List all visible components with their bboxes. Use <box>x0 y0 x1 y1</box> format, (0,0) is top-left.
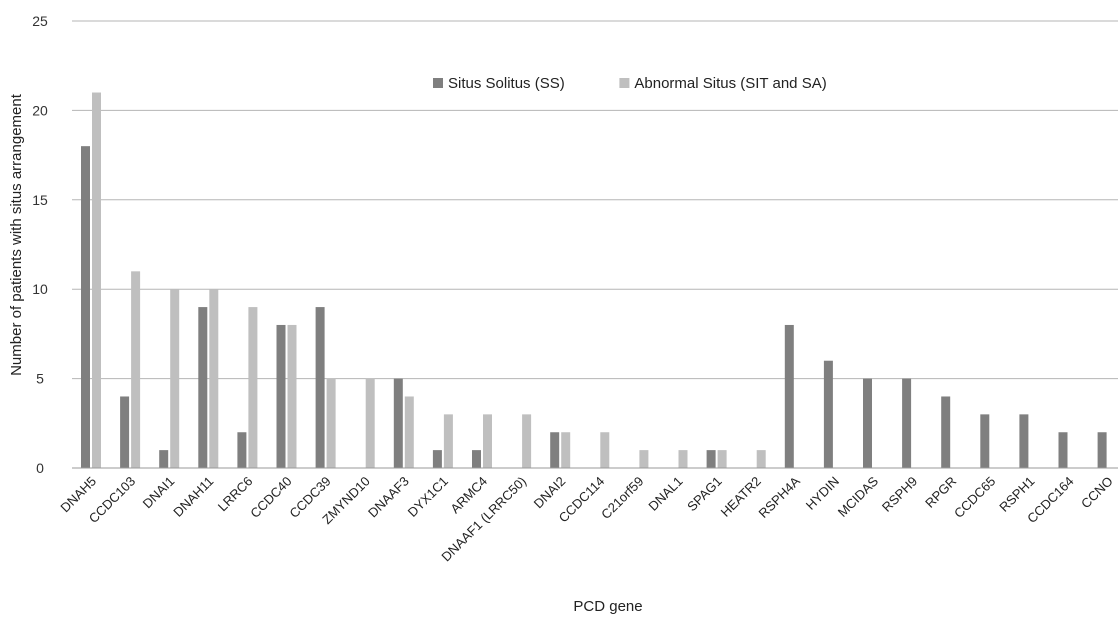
bar-situs-solitus <box>432 450 442 468</box>
x-tick-label: MCIDAS <box>835 473 882 520</box>
bar-situs-solitus <box>1019 414 1029 468</box>
bar-situs-solitus <box>472 450 481 468</box>
y-tick-label: 10 <box>32 281 48 297</box>
x-tick-label: C21orf59 <box>598 474 646 522</box>
legend-label: Situs Solitus (SS) <box>448 75 565 92</box>
legend-swatch <box>433 78 443 88</box>
legend: Situs Solitus (SS) Abnormal Situs (SIT an… <box>433 75 827 92</box>
bar-situs-solitus <box>863 378 872 468</box>
y-tick-label: 25 <box>32 13 48 29</box>
bar-abnormal-situs <box>600 432 610 468</box>
bars <box>81 92 1107 469</box>
bar-abnormal-situs <box>522 414 532 468</box>
y-tick-label: 20 <box>32 102 48 118</box>
bar-situs-solitus <box>823 360 833 468</box>
bar-situs-solitus <box>81 146 90 468</box>
bar-abnormal-situs <box>92 92 101 469</box>
bar-situs-solitus <box>1097 432 1107 468</box>
y-axis-title: Number of patients with situs arrangemen… <box>8 93 25 376</box>
bar-abnormal-situs <box>209 289 219 468</box>
x-tick-label: CCDC40 <box>247 474 294 521</box>
x-tick-label: DNAH11 <box>170 474 216 520</box>
bar-abnormal-situs <box>639 450 649 468</box>
bar-situs-solitus <box>706 450 716 468</box>
bar-abnormal-situs <box>756 450 766 468</box>
bar-abnormal-situs <box>561 432 571 468</box>
y-tick-label: 0 <box>36 460 44 476</box>
bar-situs-solitus <box>784 324 794 468</box>
bar-abnormal-situs <box>326 378 336 468</box>
bar-situs-solitus <box>1058 432 1068 468</box>
bar-situs-solitus <box>237 432 247 468</box>
bar-situs-solitus <box>276 324 286 468</box>
x-tick-label: RSPH4A <box>756 473 804 521</box>
x-tick-label: CCDC65 <box>951 474 998 521</box>
bar-abnormal-situs <box>483 414 492 468</box>
bar-abnormal-situs <box>248 307 258 468</box>
bar-situs-solitus <box>315 307 325 468</box>
x-tick-label: DNAI1 <box>140 474 178 512</box>
bar-situs-solitus <box>550 432 560 468</box>
x-tick-label: CCNO <box>1078 474 1116 512</box>
bar-abnormal-situs <box>287 324 297 468</box>
x-tick-label: DYX1C1 <box>405 474 451 520</box>
bar-abnormal-situs <box>443 414 453 468</box>
legend-swatch <box>619 78 630 88</box>
x-tick-label: DNAI2 <box>531 474 569 512</box>
x-tick-label: RSPH9 <box>879 474 920 515</box>
bar-abnormal-situs <box>365 378 375 468</box>
x-tick-label: DNAAF3 <box>365 474 412 521</box>
bar-situs-solitus <box>980 414 990 468</box>
bar-situs-solitus <box>393 378 403 468</box>
gridlines <box>72 20 1118 380</box>
bar-abnormal-situs <box>717 450 727 468</box>
bar-abnormal-situs <box>678 450 688 468</box>
x-tick-label: RPGR <box>922 474 959 511</box>
x-axis-title: PCD gene <box>573 598 642 615</box>
bar-situs-solitus <box>120 396 130 468</box>
bar-abnormal-situs <box>404 396 414 468</box>
bar-situs-solitus <box>902 378 912 468</box>
bar-situs-solitus <box>198 307 208 468</box>
bar-abnormal-situs <box>131 271 141 468</box>
legend-label: Abnormal Situs (SIT and SA) <box>634 75 826 92</box>
x-tick-label: DNAL1 <box>645 474 685 514</box>
bar-situs-solitus <box>941 396 951 468</box>
bar-abnormal-situs <box>170 289 180 468</box>
bar-situs-solitus <box>159 450 169 468</box>
y-tick-label: 15 <box>32 192 48 208</box>
y-tick-label: 5 <box>36 371 44 387</box>
y-axis-ticks: 0 5 10 15 20 25 <box>32 13 48 476</box>
